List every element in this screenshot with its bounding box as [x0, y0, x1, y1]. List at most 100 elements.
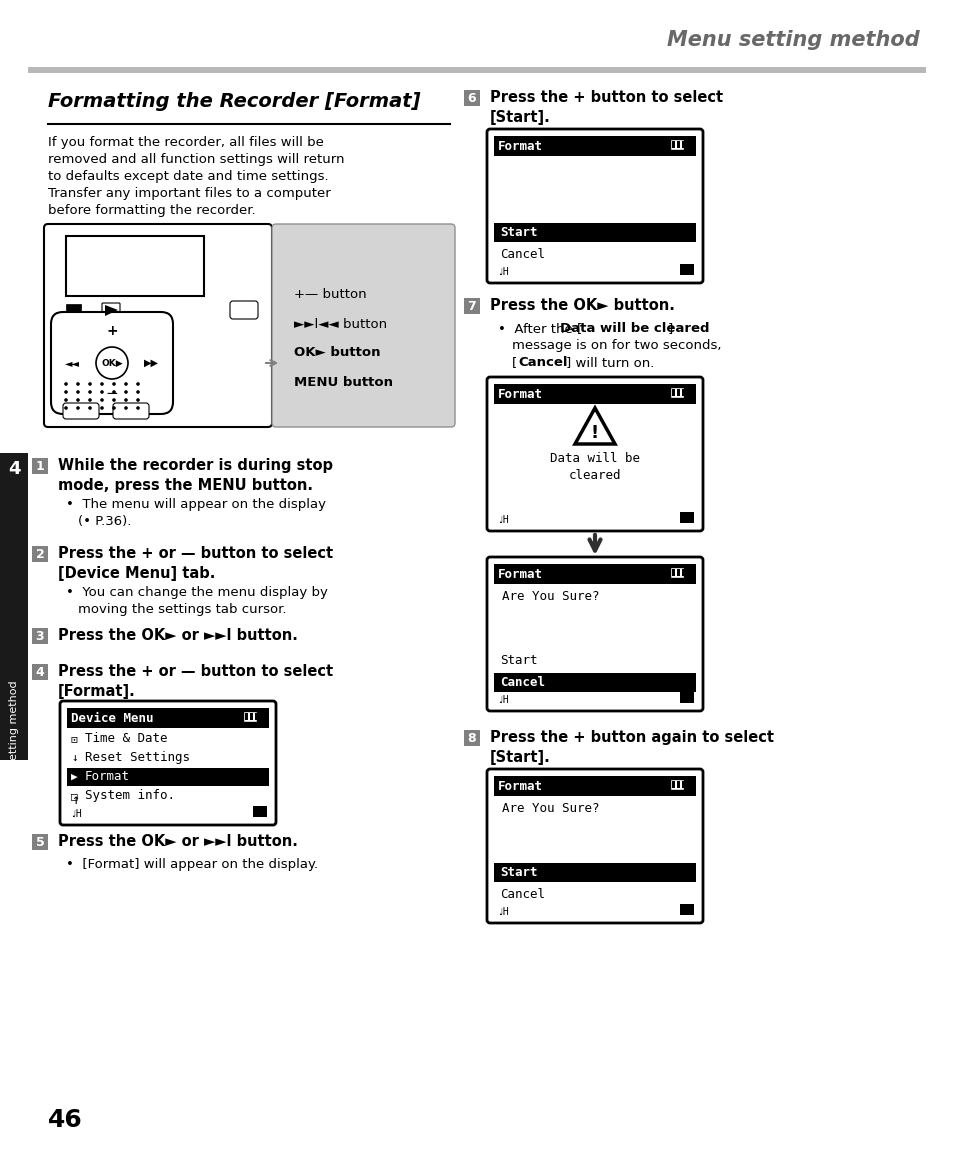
Text: Format: Format: [497, 780, 542, 793]
Circle shape: [64, 391, 68, 394]
Bar: [243, 710, 256, 722]
Bar: [253, 806, 267, 817]
Bar: [669, 779, 683, 790]
Text: 46: 46: [48, 1108, 83, 1132]
Text: •  After the [: • After the [: [497, 322, 581, 335]
Bar: [651, 780, 663, 790]
Circle shape: [112, 399, 115, 402]
Text: Press the OK► or ►►l button.: Press the OK► or ►►l button.: [58, 834, 297, 850]
Text: •  [Format] will appear on the display.: • [Format] will appear on the display.: [66, 858, 317, 872]
Circle shape: [124, 399, 128, 402]
Bar: [463, 298, 479, 314]
Bar: [32, 834, 48, 850]
Circle shape: [88, 399, 91, 402]
Bar: [494, 564, 696, 584]
Text: Cancel: Cancel: [499, 888, 544, 901]
Text: 1: 1: [35, 459, 45, 473]
Text: 4: 4: [35, 665, 45, 678]
Text: Menu setting method: Menu setting method: [666, 30, 919, 50]
Text: Start: Start: [499, 866, 537, 879]
FancyBboxPatch shape: [272, 224, 455, 427]
Bar: [681, 141, 684, 148]
Text: □: □: [71, 790, 77, 801]
Bar: [671, 781, 675, 788]
FancyBboxPatch shape: [486, 129, 702, 283]
Bar: [250, 713, 253, 720]
Text: cleared: cleared: [568, 469, 620, 482]
Circle shape: [64, 399, 68, 402]
Bar: [28, 67, 925, 73]
Circle shape: [76, 399, 80, 402]
Text: Data will be: Data will be: [550, 452, 639, 465]
Circle shape: [124, 406, 128, 410]
Bar: [254, 713, 257, 720]
Text: Press the OK► or ►►l button.: Press the OK► or ►►l button.: [58, 628, 297, 643]
Bar: [494, 863, 696, 882]
Circle shape: [124, 391, 128, 394]
Text: Press the OK► button.: Press the OK► button.: [490, 298, 674, 313]
Bar: [677, 389, 679, 396]
Bar: [679, 264, 693, 275]
Circle shape: [100, 391, 104, 394]
Bar: [66, 236, 204, 296]
FancyBboxPatch shape: [230, 301, 257, 319]
Text: Device Menu: Device Menu: [71, 712, 153, 724]
Text: •  The menu will appear on the display: • The menu will appear on the display: [66, 498, 326, 511]
Bar: [651, 568, 663, 578]
Bar: [463, 90, 479, 105]
Text: Menu setting method: Menu setting method: [9, 680, 19, 800]
Circle shape: [112, 391, 115, 394]
Text: 7: 7: [467, 299, 476, 313]
Text: ▶: ▶: [71, 772, 77, 782]
Text: Cancel: Cancel: [499, 248, 544, 261]
Text: message is on for two seconds,: message is on for two seconds,: [512, 338, 720, 352]
Circle shape: [136, 391, 140, 394]
Circle shape: [76, 406, 80, 410]
Bar: [67, 708, 269, 728]
FancyBboxPatch shape: [102, 302, 120, 318]
Text: ] will turn on.: ] will turn on.: [565, 356, 654, 369]
Bar: [681, 389, 684, 396]
Text: +— button: +— button: [294, 287, 366, 301]
Text: −: −: [106, 386, 118, 401]
Bar: [67, 768, 269, 786]
Bar: [494, 777, 696, 796]
Text: to defaults except date and time settings.: to defaults except date and time setting…: [48, 170, 328, 183]
Bar: [651, 140, 663, 150]
Bar: [32, 664, 48, 680]
Text: Press the + or — button to select
[Format].: Press the + or — button to select [Forma…: [58, 664, 333, 699]
Text: ♩H: ♩H: [497, 695, 508, 705]
Text: Time & Date: Time & Date: [85, 732, 168, 745]
Text: Are You Sure?: Are You Sure?: [501, 590, 598, 603]
Bar: [669, 139, 683, 150]
Text: ♩H: ♩H: [497, 267, 508, 277]
Text: removed and all function settings will return: removed and all function settings will r…: [48, 153, 344, 166]
Text: ♩H: ♩H: [70, 809, 82, 819]
Text: ⊡: ⊡: [71, 734, 77, 744]
Text: moving the settings tab cursor.: moving the settings tab cursor.: [78, 603, 286, 615]
Text: Start: Start: [499, 226, 537, 239]
Text: ]: ]: [667, 322, 673, 335]
Bar: [245, 713, 248, 720]
Bar: [32, 628, 48, 644]
Bar: [494, 384, 696, 404]
Text: ►►l◄◄ button: ►►l◄◄ button: [294, 318, 387, 331]
Text: 3: 3: [35, 629, 44, 642]
Circle shape: [112, 406, 115, 410]
Text: ◄◄: ◄◄: [65, 358, 79, 369]
Circle shape: [64, 382, 68, 386]
Text: 5: 5: [35, 836, 45, 848]
Circle shape: [76, 382, 80, 386]
FancyBboxPatch shape: [112, 403, 149, 420]
Text: Transfer any important files to a computer: Transfer any important files to a comput…: [48, 187, 331, 201]
Text: ↓: ↓: [71, 753, 77, 763]
Circle shape: [100, 399, 104, 402]
Text: ↑: ↑: [71, 793, 79, 807]
Bar: [0, 484, 28, 760]
FancyBboxPatch shape: [486, 770, 702, 923]
Circle shape: [124, 382, 128, 386]
Bar: [677, 781, 679, 788]
Bar: [679, 692, 693, 704]
Text: 4: 4: [8, 460, 20, 478]
Bar: [494, 673, 696, 692]
